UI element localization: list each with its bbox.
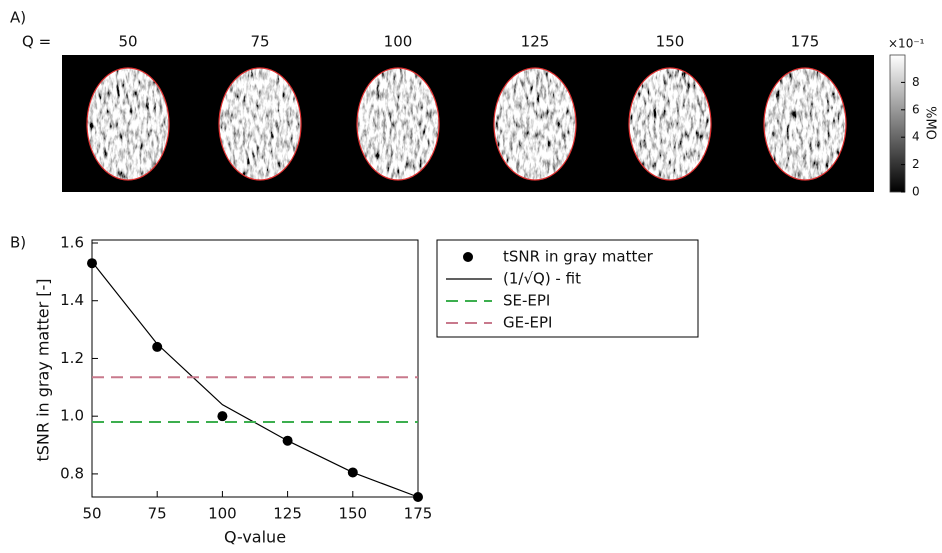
figure: A) Q = ×10⁻¹ %MO B) Q-value tSNR in gray… bbox=[0, 0, 942, 549]
y-tick-label: 1.6 bbox=[60, 234, 84, 252]
q-label: 150 bbox=[656, 33, 685, 51]
legend-marker bbox=[463, 252, 473, 262]
legend-label: (1/√Q) - fit bbox=[503, 270, 581, 288]
legend-label: tSNR in gray matter bbox=[503, 248, 654, 266]
x-tick-label: 150 bbox=[338, 505, 367, 523]
colorbar bbox=[890, 55, 905, 192]
panel-label: B) bbox=[10, 234, 26, 252]
y-axis-title: tSNR in gray matter [-] bbox=[34, 278, 53, 461]
y-tick-label: 1.2 bbox=[60, 349, 84, 367]
y-tick-label: 0.8 bbox=[60, 464, 84, 482]
x-axis-title: Q-value bbox=[224, 528, 286, 547]
colorbar-tick-label: 0 bbox=[912, 185, 920, 199]
colorbar-label: %MO bbox=[923, 106, 938, 140]
data-point bbox=[217, 411, 227, 421]
series-line bbox=[92, 262, 418, 497]
colorbar-multiplier: ×10⁻¹ bbox=[888, 37, 925, 51]
legend-label: SE-EPI bbox=[503, 292, 550, 310]
q-label: 125 bbox=[521, 33, 550, 51]
row-label: Q = bbox=[22, 33, 51, 51]
panel-label: A) bbox=[10, 9, 26, 27]
y-tick-label: 1.4 bbox=[60, 291, 84, 309]
x-tick-label: 175 bbox=[404, 505, 433, 523]
colorbar-tick-label: 8 bbox=[912, 75, 920, 89]
x-tick-label: 125 bbox=[273, 505, 302, 523]
x-tick-label: 50 bbox=[82, 505, 101, 523]
q-label: 50 bbox=[118, 33, 137, 51]
y-tick-label: 1.0 bbox=[60, 407, 84, 425]
q-label: 175 bbox=[791, 33, 820, 51]
legend-label: GE-EPI bbox=[503, 314, 552, 332]
colorbar-tick-label: 2 bbox=[912, 157, 920, 171]
plot-frame bbox=[92, 240, 418, 497]
x-tick-label: 100 bbox=[208, 505, 237, 523]
q-label: 100 bbox=[384, 33, 413, 51]
x-tick-label: 75 bbox=[148, 505, 167, 523]
colorbar-tick-label: 4 bbox=[912, 130, 920, 144]
q-label: 75 bbox=[250, 33, 269, 51]
colorbar-tick-label: 6 bbox=[912, 102, 920, 116]
image-strip bbox=[62, 55, 874, 192]
